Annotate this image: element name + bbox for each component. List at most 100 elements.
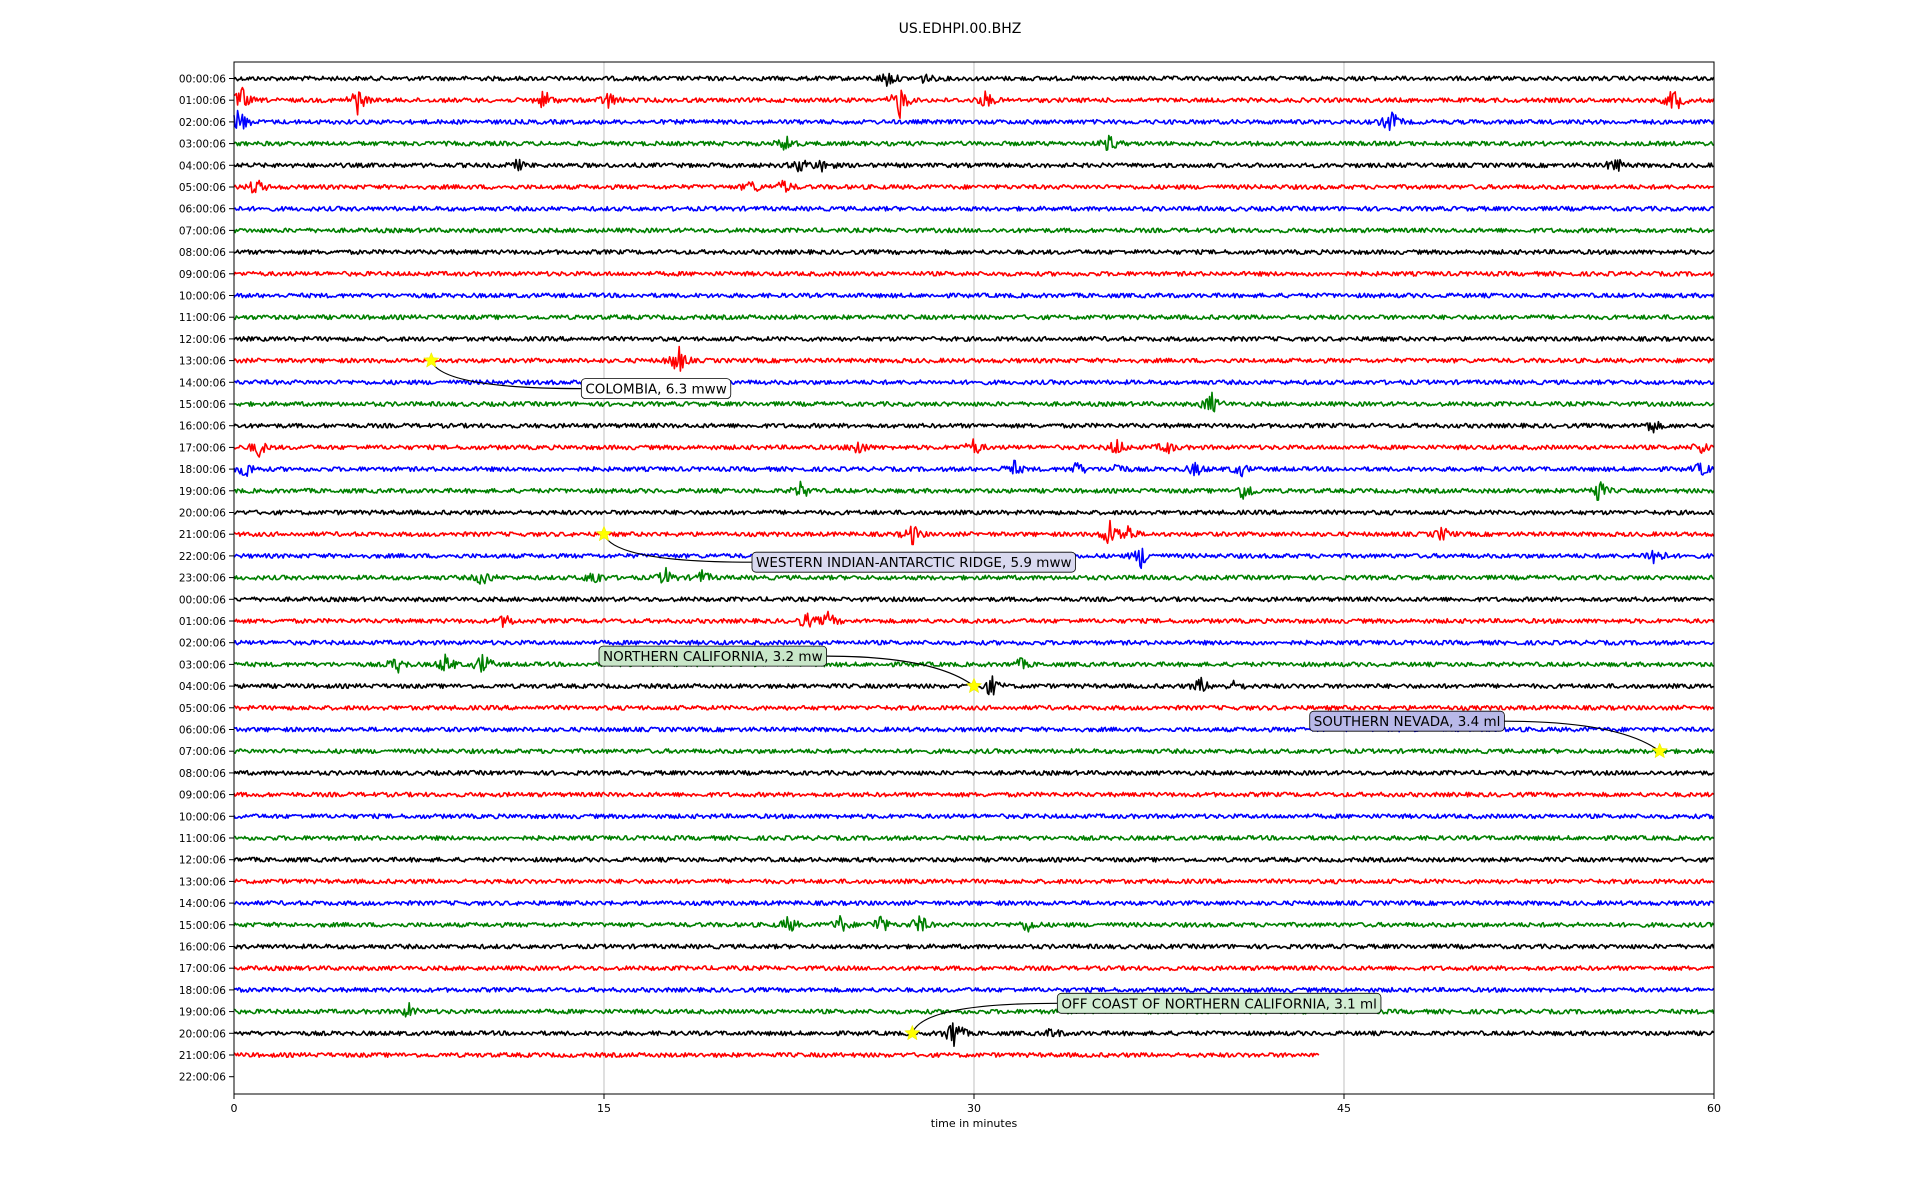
row-time-label: 03:00:06 bbox=[179, 139, 226, 151]
trace-row bbox=[233, 915, 1715, 933]
event-label: SOUTHERN NEVADA, 3.4 ml bbox=[1314, 714, 1501, 730]
row-time-label: 18:00:06 bbox=[179, 985, 226, 997]
event-label-box bbox=[1309, 710, 1505, 732]
row-time-label: 06:00:06 bbox=[179, 725, 226, 737]
row-time-label: 12:00:06 bbox=[179, 855, 226, 867]
trace-row bbox=[233, 227, 1714, 234]
trace-row bbox=[233, 856, 1715, 863]
row-time-label: 11:00:06 bbox=[179, 312, 226, 324]
row-time-label: 06:00:06 bbox=[179, 204, 226, 216]
x-tick-label: 0 bbox=[231, 1102, 238, 1115]
trace-row bbox=[233, 965, 1715, 972]
row-time-labels: 00:00:06 01:00:06 02:00:06 03:00:06 04:00:06… bbox=[179, 74, 234, 1084]
trace-row bbox=[233, 943, 1715, 950]
trace-row bbox=[233, 610, 1715, 628]
trace-row bbox=[233, 270, 1715, 277]
trace-row bbox=[233, 566, 1715, 585]
event-annotation: SOUTHERN NEVADA, 3.4 ml bbox=[1309, 710, 1668, 759]
trace-row bbox=[233, 639, 1715, 646]
row-time-label: 20:00:06 bbox=[179, 1028, 226, 1040]
trace-row bbox=[233, 769, 1714, 776]
row-time-label: 11:00:06 bbox=[179, 833, 226, 845]
x-tick-label: 60 bbox=[1707, 1102, 1721, 1115]
row-time-label: 02:00:06 bbox=[179, 638, 226, 650]
row-time-label: 08:00:06 bbox=[179, 768, 226, 780]
row-time-label: 10:00:06 bbox=[179, 291, 226, 303]
row-time-label: 05:00:06 bbox=[179, 182, 226, 194]
trace-row bbox=[233, 1002, 1715, 1018]
event-star-marker bbox=[965, 677, 983, 694]
row-time-label: 00:00:06 bbox=[179, 74, 226, 86]
event-star-marker bbox=[595, 525, 613, 542]
row-time-label: 03:00:06 bbox=[179, 659, 226, 671]
row-time-label: 10:00:06 bbox=[179, 811, 226, 823]
event-connector bbox=[911, 1002, 1058, 1034]
trace-row bbox=[233, 480, 1715, 501]
row-time-label: 19:00:06 bbox=[179, 1007, 226, 1019]
row-time-label: 00:00:06 bbox=[179, 594, 226, 606]
trace-row bbox=[233, 878, 1715, 885]
x-tick-label: 15 bbox=[597, 1102, 611, 1115]
trace-row bbox=[233, 345, 1715, 372]
event-star-marker bbox=[1651, 742, 1668, 759]
plot-frame bbox=[233, 61, 1715, 1095]
trace-row bbox=[233, 438, 1715, 458]
row-time-label: 05:00:06 bbox=[179, 703, 226, 715]
trace-row bbox=[233, 519, 1715, 546]
event-label: COLOMBIA, 6.3 mww bbox=[585, 382, 726, 398]
trace-row bbox=[233, 748, 1715, 755]
row-time-label: 14:00:06 bbox=[179, 898, 226, 910]
event-connector bbox=[826, 655, 975, 687]
trace-row bbox=[233, 292, 1715, 299]
trace-row bbox=[233, 86, 1715, 119]
trace-row bbox=[233, 134, 1715, 151]
row-time-label: 12:00:06 bbox=[179, 334, 226, 346]
row-time-label: 16:00:06 bbox=[179, 421, 226, 433]
row-time-label: 21:00:06 bbox=[179, 529, 226, 541]
event-label-box bbox=[1056, 992, 1382, 1014]
trace-row bbox=[233, 1022, 1715, 1047]
trace-row bbox=[234, 835, 1715, 841]
row-time-label: 22:00:06 bbox=[179, 551, 226, 563]
trace-row bbox=[233, 335, 1715, 342]
event-label: WESTERN INDIAN-ANTARCTIC RIDGE, 5.9 mww bbox=[756, 555, 1072, 571]
event-star-marker bbox=[423, 351, 440, 368]
row-time-label: 04:00:06 bbox=[179, 681, 226, 693]
trace-row bbox=[233, 109, 1715, 132]
trace-row bbox=[233, 249, 1715, 256]
trace-row bbox=[233, 379, 1715, 386]
row-time-label: 09:00:06 bbox=[179, 269, 226, 281]
row-time-label: 07:00:06 bbox=[179, 746, 226, 758]
event-annotation: COLOMBIA, 6.3 mww bbox=[423, 351, 732, 400]
trace-row bbox=[234, 900, 1715, 907]
row-time-label: 15:00:06 bbox=[179, 920, 226, 932]
row-time-label: 08:00:06 bbox=[179, 247, 226, 259]
event-connector bbox=[603, 533, 753, 563]
x-axis: 0 15 30 45 60 bbox=[231, 1094, 1721, 1115]
event-annotations: COLOMBIA, 6.3 mww WESTERN INDIAN-ANTARCTI… bbox=[423, 351, 1668, 1041]
trace-row bbox=[233, 813, 1715, 820]
row-time-label: 16:00:06 bbox=[179, 942, 226, 954]
trace-row bbox=[233, 72, 1715, 87]
trace-row bbox=[233, 391, 1715, 413]
row-time-label: 19:00:06 bbox=[179, 486, 226, 498]
trace-row bbox=[233, 653, 1714, 674]
row-time-label: 13:00:06 bbox=[179, 876, 226, 888]
trace-row bbox=[233, 420, 1715, 434]
event-label: OFF COAST OF NORTHERN CALIFORNIA, 3.1 ml bbox=[1061, 996, 1377, 1012]
row-time-label: 21:00:06 bbox=[179, 1050, 226, 1062]
trace-row bbox=[233, 791, 1715, 798]
trace-row bbox=[233, 314, 1715, 321]
row-time-label: 02:00:06 bbox=[179, 117, 226, 129]
trace-row bbox=[234, 509, 1714, 516]
trace-row bbox=[233, 596, 1715, 603]
row-time-label: 13:00:06 bbox=[179, 356, 226, 368]
row-time-label: 01:00:06 bbox=[179, 95, 226, 107]
row-time-label: 22:00:06 bbox=[179, 1072, 226, 1084]
event-annotation: WESTERN INDIAN-ANTARCTIC RIDGE, 5.9 mww bbox=[595, 525, 1076, 573]
row-time-label: 14:00:06 bbox=[179, 377, 226, 389]
trace-row bbox=[233, 205, 1715, 212]
row-time-label: 18:00:06 bbox=[179, 464, 226, 476]
seismic-traces bbox=[233, 72, 1715, 1058]
